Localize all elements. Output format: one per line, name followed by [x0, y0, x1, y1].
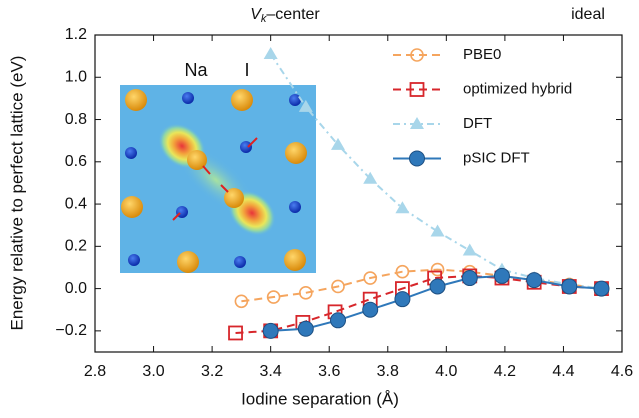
marker [298, 286, 313, 300]
annotation: ideal [571, 6, 605, 23]
marker [395, 201, 410, 214]
marker [430, 224, 445, 237]
marker [462, 243, 477, 256]
annotation: Vk–center [250, 6, 320, 25]
annotation-part: k [261, 13, 267, 25]
marker [263, 47, 278, 60]
y-tick-label: 0.0 [65, 280, 87, 297]
plot-frame [94, 34, 623, 353]
marker [493, 267, 510, 284]
x-tick-label: 2.8 [84, 363, 106, 380]
series-line [235, 274, 602, 334]
marker [395, 264, 410, 279]
x-tick-label: 4.4 [552, 363, 574, 380]
y-tick-label: 1.0 [65, 68, 87, 85]
legend-marker [409, 82, 425, 97]
y-tick-label: 0.4 [65, 195, 87, 212]
marker [262, 322, 279, 339]
annotation-part: –center [266, 6, 320, 23]
annotation-part: ideal [571, 6, 605, 23]
marker [394, 291, 411, 308]
y-tick-label: 0.8 [65, 111, 87, 128]
x-tick-label: 4.0 [435, 363, 457, 380]
x-tick-label: 3.6 [318, 363, 340, 380]
marker [430, 262, 445, 277]
x-tick-label: 3.8 [377, 363, 399, 380]
annotation-part: V [250, 6, 262, 23]
marker [266, 290, 281, 304]
y-tick-label: 1.2 [65, 26, 87, 43]
marker [234, 294, 249, 309]
legend-label: DFT [463, 115, 492, 132]
x-tick-label: 3.0 [142, 363, 164, 380]
legend-marker [410, 117, 424, 129]
marker [461, 270, 478, 287]
x-tick-label: 3.2 [201, 363, 223, 380]
legend-label: optimized hybrid [463, 80, 572, 97]
x-tick-label: 4.6 [611, 363, 633, 380]
marker [429, 278, 446, 295]
marker [526, 272, 543, 289]
x-axis-label: Iodine separation (Å) [241, 389, 399, 408]
legend-marker [409, 150, 425, 167]
inset: Na I [120, 60, 316, 273]
marker [561, 278, 578, 295]
marker [363, 171, 378, 184]
y-tick-label: −0.2 [55, 322, 87, 339]
y-tick-label: 0.6 [65, 153, 87, 170]
marker [362, 301, 379, 318]
marker [363, 271, 378, 285]
legend-marker [410, 48, 424, 62]
marker [331, 137, 346, 150]
inset-label: Na [184, 60, 208, 80]
marker [331, 279, 345, 294]
marker [298, 99, 313, 112]
y-tick-label: 0.2 [65, 238, 87, 255]
x-tick-label: 3.4 [260, 363, 282, 380]
marker [228, 325, 243, 341]
series-line [269, 53, 602, 290]
marker [593, 280, 610, 297]
marker [297, 320, 314, 337]
legend-label: pSIC DFT [463, 149, 530, 166]
y-axis-label: Energy relative to perfect lattice (eV) [7, 56, 26, 331]
legend-label: PBE0 [463, 46, 501, 63]
inset-label: I [244, 60, 249, 80]
series-line [241, 268, 602, 303]
marker [330, 312, 347, 329]
x-tick-label: 4.2 [494, 363, 516, 380]
